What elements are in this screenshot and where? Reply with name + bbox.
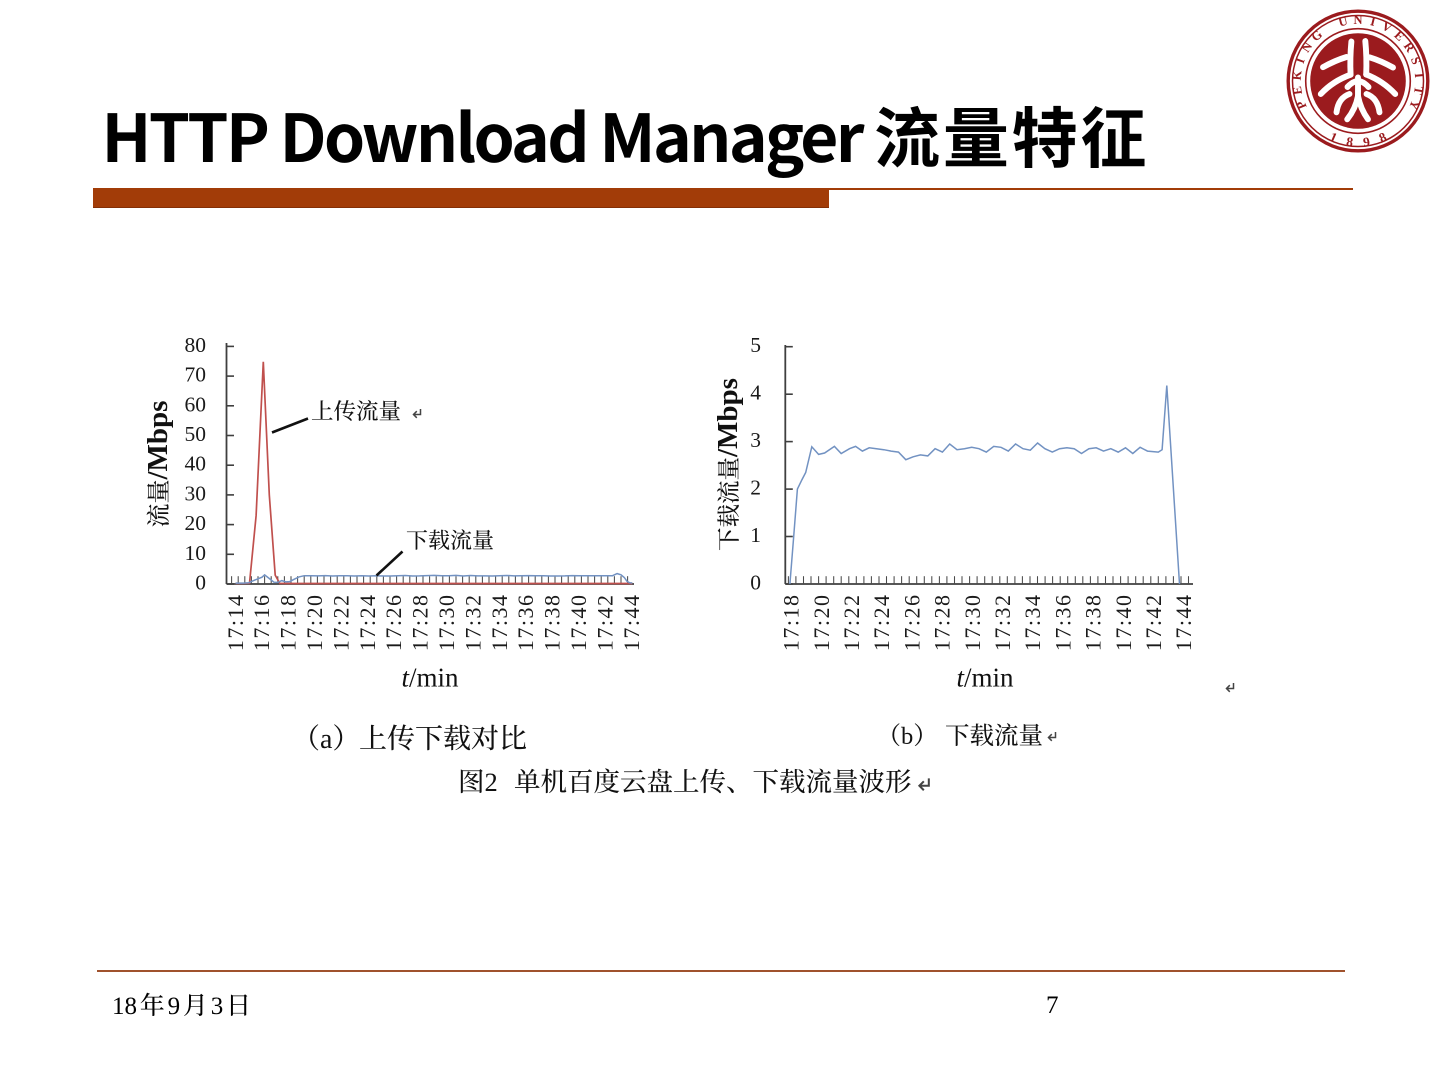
svg-text:17:20: 17:20 — [302, 594, 327, 652]
svg-text:S: S — [1408, 55, 1424, 66]
svg-text:K: K — [1290, 70, 1305, 81]
svg-text:3: 3 — [750, 428, 761, 452]
svg-text:17:32: 17:32 — [990, 594, 1015, 652]
svg-text:9: 9 — [1362, 134, 1371, 150]
svg-text:I: I — [1293, 56, 1308, 65]
svg-text:4: 4 — [750, 381, 761, 405]
svg-text:70: 70 — [185, 363, 207, 387]
svg-text:I: I — [1369, 14, 1377, 29]
svg-text:17:32: 17:32 — [460, 594, 485, 652]
svg-text:17:40: 17:40 — [566, 594, 591, 652]
svg-text:17:18: 17:18 — [276, 594, 301, 652]
svg-text:17:24: 17:24 — [869, 594, 894, 652]
svg-text:下载流量/Mbps: 下载流量/Mbps — [710, 378, 744, 551]
svg-text:17:30: 17:30 — [960, 594, 985, 652]
svg-text:17:42: 17:42 — [592, 594, 617, 652]
svg-text:60: 60 — [185, 392, 207, 416]
svg-text:17:22: 17:22 — [839, 594, 864, 652]
svg-text:50: 50 — [185, 422, 207, 446]
svg-text:20: 20 — [185, 511, 207, 535]
svg-text:8: 8 — [1345, 134, 1354, 150]
svg-text:17:34: 17:34 — [487, 594, 512, 652]
svg-text:40: 40 — [185, 452, 207, 476]
svg-text:17:38: 17:38 — [1081, 594, 1106, 652]
svg-text:T: T — [1411, 85, 1426, 96]
svg-text:1: 1 — [750, 523, 761, 547]
svg-text:I: I — [1412, 72, 1426, 78]
svg-text:E: E — [1290, 85, 1305, 95]
svg-text:0: 0 — [750, 571, 761, 595]
svg-text:17:28: 17:28 — [408, 594, 433, 652]
svg-text:下载流量: 下载流量 — [406, 524, 494, 555]
svg-text:17:44: 17:44 — [619, 594, 644, 652]
svg-text:10: 10 — [185, 541, 207, 565]
svg-text:t/min: t/min — [401, 663, 459, 693]
svg-text:30: 30 — [185, 481, 207, 505]
svg-text:流量/Mbps: 流量/Mbps — [139, 401, 174, 528]
svg-text:17:34: 17:34 — [1020, 594, 1045, 652]
svg-text:17:26: 17:26 — [381, 594, 406, 652]
svg-text:17:44: 17:44 — [1171, 594, 1196, 652]
svg-text:2: 2 — [750, 476, 761, 500]
svg-text:0: 0 — [195, 571, 206, 595]
svg-text:17:36: 17:36 — [513, 594, 538, 652]
svg-text:17:40: 17:40 — [1111, 594, 1136, 652]
svg-text:17:22: 17:22 — [328, 594, 353, 652]
svg-text:17:28: 17:28 — [930, 594, 955, 652]
svg-text:17:24: 17:24 — [355, 594, 380, 652]
svg-text:17:20: 17:20 — [809, 594, 834, 652]
svg-text:17:26: 17:26 — [899, 594, 924, 652]
svg-text:17:38: 17:38 — [540, 594, 565, 652]
svg-text:17:36: 17:36 — [1050, 594, 1075, 652]
svg-text:80: 80 — [185, 333, 207, 357]
svg-text:U: U — [1337, 14, 1349, 30]
svg-text:17:18: 17:18 — [779, 594, 804, 652]
svg-text:17:14: 17:14 — [223, 594, 248, 652]
svg-text:N: N — [1353, 13, 1362, 27]
svg-text:17:42: 17:42 — [1141, 594, 1166, 652]
svg-text:t/min: t/min — [956, 663, 1014, 693]
svg-text:上传流量: 上传流量 — [311, 394, 401, 426]
svg-text:17:30: 17:30 — [434, 594, 459, 652]
svg-text:17:16: 17:16 — [249, 594, 274, 652]
svg-text:5: 5 — [750, 333, 761, 357]
